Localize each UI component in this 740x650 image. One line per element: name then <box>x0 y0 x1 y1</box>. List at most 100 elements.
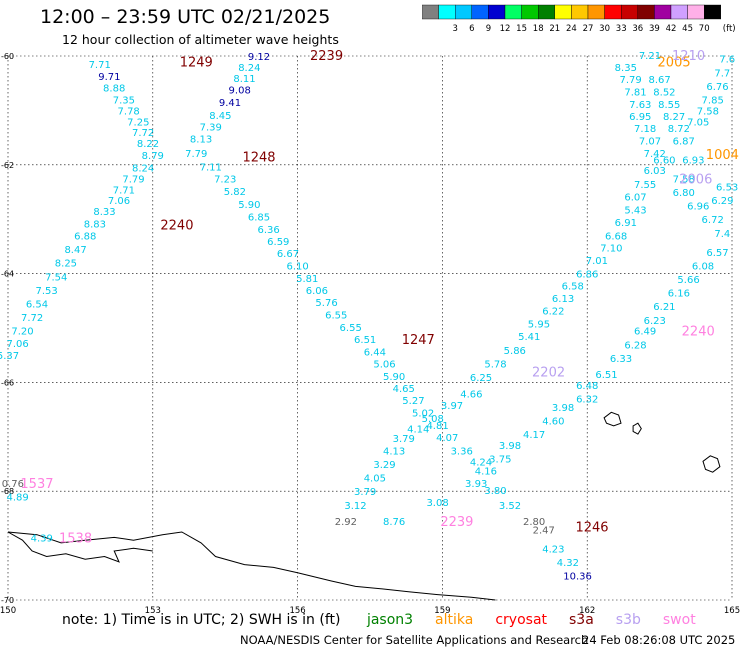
swh-value-label: 6.28 <box>624 340 646 351</box>
lat-tick-label: -62 <box>1 161 14 170</box>
swh-value-label: 6.07 <box>624 192 646 203</box>
swh-value-label: 5.82 <box>224 187 246 198</box>
swh-value-label: 7.35 <box>113 96 135 107</box>
island-outline <box>702 455 721 473</box>
pass-time-label: 2239 <box>310 49 343 64</box>
swh-value-label: 6.67 <box>277 249 299 260</box>
lon-tick-label: 153 <box>145 606 161 616</box>
swh-value-label: 0.76 <box>2 479 24 490</box>
swh-value-label: 8.55 <box>658 100 680 111</box>
swh-value-label: 4.60 <box>542 416 564 427</box>
swh-value-label: 8.67 <box>648 75 670 86</box>
swh-value-label: 7.39 <box>200 123 222 134</box>
swh-value-label: 8.24 <box>132 164 154 175</box>
swh-value-label: 7.63 <box>629 100 651 111</box>
lon-tick-label: 159 <box>434 606 450 616</box>
swh-value-label: 6.16 <box>668 289 690 300</box>
swh-value-label: 7.25 <box>127 117 149 128</box>
swh-value-label: 7.72 <box>21 313 43 324</box>
swh-value-label: 7.79 <box>620 75 642 86</box>
legend-tick-label: 24 <box>566 24 577 32</box>
swh-value-label: 5.90 <box>238 200 260 211</box>
swh-value-label: 3.80 <box>484 486 506 497</box>
swh-value-label: 8.83 <box>84 220 106 231</box>
swh-value-label: 7.11 <box>200 162 222 173</box>
swh-value-label: 9.08 <box>229 86 251 97</box>
swh-value-label: 5.66 <box>677 275 699 286</box>
swh-value-label: 6.51 <box>354 335 376 346</box>
lat-tick-label: -70 <box>1 596 14 605</box>
swh-value-label: 2.47 <box>533 525 555 536</box>
island-outline <box>603 411 622 427</box>
swh-value-label: 2.92 <box>335 517 357 528</box>
lat-tick-label: -68 <box>1 487 14 496</box>
swh-value-label: 7.06 <box>108 196 130 207</box>
swh-value-label: 5.78 <box>484 359 506 370</box>
swh-value-label: 7.55 <box>634 180 656 191</box>
swh-value-label: 7.78 <box>118 106 140 117</box>
pass-time-label: 2006 <box>679 172 712 187</box>
pass-time-label: 2239 <box>440 515 473 530</box>
swh-value-label: 4.17 <box>523 430 545 441</box>
swh-value-label: 7.6 <box>719 55 735 66</box>
swh-value-label: 7.54 <box>45 272 67 283</box>
legend-tick-label: 70 <box>699 24 710 32</box>
swh-value-label: 3.79 <box>354 487 376 498</box>
swh-value-label: 6.60 <box>653 155 675 166</box>
mission-label-s3b: s3b <box>615 612 641 628</box>
lat-tick-label: -64 <box>1 270 14 279</box>
swh-value-label: 7.23 <box>214 174 236 185</box>
swh-value-label: 6.13 <box>552 294 574 305</box>
swh-value-label: 5.41 <box>518 332 540 343</box>
swh-value-label: 5.95 <box>528 320 550 331</box>
swh-value-label: 7.79 <box>185 149 207 160</box>
pass-time-label: 2240 <box>682 325 715 340</box>
swh-value-label: 6.58 <box>562 282 584 293</box>
swh-value-label: 5.27 <box>402 396 424 407</box>
swh-value-label: 6.03 <box>644 166 666 177</box>
swh-value-label: 3.98 <box>499 441 521 452</box>
swh-value-label: 7.05 <box>687 117 709 128</box>
page-subtitle: 12 hour collection of altimeter wave hei… <box>62 32 339 47</box>
swh-value-label: 7.20 <box>11 327 33 338</box>
swh-value-label: 9.41 <box>219 98 241 109</box>
lon-tick-label: 156 <box>289 606 305 616</box>
legend-tick-label: 6 <box>469 24 474 32</box>
swh-value-label: 4.14 <box>407 425 429 436</box>
page-title: 12:00 – 23:59 UTC 02/21/2025 <box>40 6 331 28</box>
swh-value-label: 7.85 <box>702 96 724 107</box>
swh-value-label: 8.79 <box>142 151 164 162</box>
swh-value-label: 7.42 <box>644 149 666 160</box>
swh-value-label: 6.95 <box>629 112 651 123</box>
swh-value-label: 5.90 <box>383 372 405 383</box>
swh-value-label: 6.96 <box>687 202 709 213</box>
swh-value-label: 8.27 <box>663 112 685 123</box>
swh-value-label: 7.58 <box>673 174 695 185</box>
swh-value-label: 6.91 <box>615 218 637 229</box>
swh-value-label: 4.16 <box>475 467 497 478</box>
legend-tick-label: 21 <box>549 24 560 32</box>
swh-value-label: 8.24 <box>238 63 260 74</box>
swh-value-label: 7.07 <box>639 136 661 147</box>
swh-value-label: 5.81 <box>296 274 318 285</box>
swh-value-label: 8.47 <box>64 245 86 256</box>
swh-value-label: 6.10 <box>286 261 308 272</box>
footer-timestamp: 24 Feb 08:26:08 UTC 2025 <box>582 633 736 647</box>
swh-value-label: 4.24 <box>470 457 492 468</box>
swh-value-label: 6.72 <box>702 215 724 226</box>
swh-value-label: 9.12 <box>248 52 270 63</box>
swh-value-label: 7.06 <box>7 339 29 350</box>
swh-value-label: 6.22 <box>542 307 564 318</box>
swh-value-label: 6.93 <box>682 155 704 166</box>
swh-value-label: 8.76 <box>383 517 405 528</box>
swh-value-label: 8.22 <box>137 139 159 150</box>
swh-value-label: 6.21 <box>653 302 675 313</box>
swh-value-label: 5.43 <box>624 205 646 216</box>
pass-time-label: 1246 <box>575 521 608 536</box>
swh-value-label: 4.23 <box>542 544 564 555</box>
swh-value-label: 7.18 <box>634 124 656 135</box>
swh-value-label: 10.36 <box>563 572 592 583</box>
swh-value-label: 3.08 <box>426 498 448 509</box>
pass-time-label: 1004 <box>706 148 739 163</box>
